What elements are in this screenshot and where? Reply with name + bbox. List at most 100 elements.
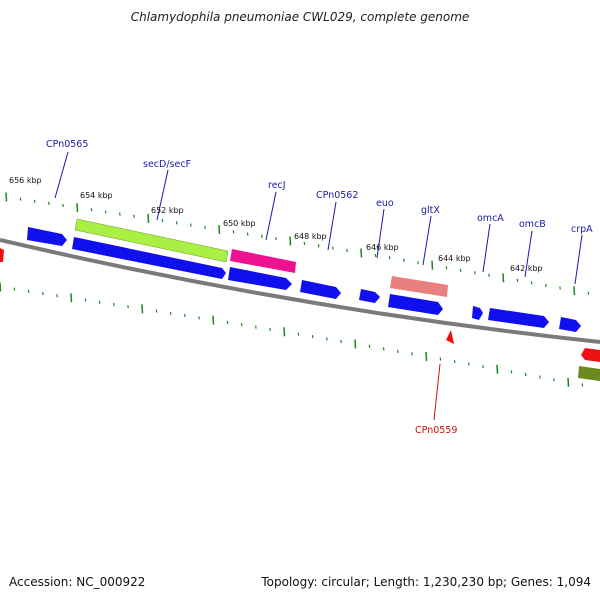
scale-tick-major xyxy=(360,248,363,258)
scale-label: 646 kbp xyxy=(366,243,399,252)
scale-tick xyxy=(388,256,391,260)
scale-tick-major xyxy=(76,203,79,213)
gene-label-euo: euo xyxy=(376,198,394,209)
scale-tick xyxy=(297,332,300,336)
scale-tick xyxy=(98,300,101,304)
scale-tick xyxy=(246,232,249,236)
gene-label-cpn0562: CPn0562 xyxy=(316,190,358,201)
gene-labels: CPn0565 secD/secF recJ CPn0562 euo gltX … xyxy=(46,139,593,436)
scale-tick xyxy=(559,286,561,290)
scale-tick xyxy=(133,214,135,218)
scale-tick xyxy=(104,210,107,214)
scale-tick xyxy=(488,273,490,277)
scale-ticks xyxy=(0,192,590,387)
scale-tick xyxy=(303,241,306,245)
scale-tick xyxy=(119,212,121,216)
callout-lines xyxy=(54,151,583,421)
scale-tick xyxy=(275,237,277,241)
scale-tick-major xyxy=(141,304,144,314)
scale-tick xyxy=(510,370,513,374)
scale-tick xyxy=(226,320,229,325)
scale-tick xyxy=(161,219,164,223)
scale-tick xyxy=(459,268,462,272)
scale-tick-major xyxy=(5,192,8,202)
scale-tick xyxy=(169,311,172,315)
scale-tick xyxy=(19,197,22,201)
accession-text: Accession: NC_000922 xyxy=(9,575,146,589)
scale-tick xyxy=(255,325,257,329)
genome-backbone xyxy=(0,238,600,344)
scale-label: 654 kbp xyxy=(80,191,113,200)
scale-tick-major xyxy=(147,213,150,223)
scale-tick xyxy=(204,225,206,229)
scale-tick xyxy=(346,248,348,253)
scale-tick xyxy=(113,302,115,307)
scale-tick xyxy=(240,323,243,327)
scale-label: 648 kbp xyxy=(294,232,327,241)
gene-feature xyxy=(72,237,226,279)
gene-label-gltx: gltX xyxy=(421,205,440,216)
gene-feature-cpn0559 xyxy=(446,330,454,344)
scale-tick xyxy=(184,313,186,318)
scale-tick-major xyxy=(212,315,215,325)
scale-tick xyxy=(326,337,328,341)
scale-label: 650 kbp xyxy=(223,219,256,228)
scale-labels: 656 kbp 654 kbp 652 kbp 650 kbp 648 kbp … xyxy=(9,176,543,273)
scale-tick xyxy=(439,357,442,361)
scale-tick xyxy=(368,344,371,348)
scale-tick xyxy=(190,223,192,227)
gene-feature xyxy=(359,289,380,303)
scale-tick xyxy=(524,372,527,377)
scale-tick xyxy=(27,289,30,293)
gene-label-crpa: crpA xyxy=(571,224,593,235)
scale-tick xyxy=(530,281,533,285)
map-title: Chlamydophila pneumoniae CWL029, complet… xyxy=(130,10,470,24)
scale-tick xyxy=(545,283,547,288)
gene-feature xyxy=(27,227,67,246)
scale-tick xyxy=(311,335,314,339)
scale-tick-major xyxy=(0,282,2,292)
scale-tick-major xyxy=(218,225,221,235)
scale-tick xyxy=(317,244,320,248)
scale-tick-major xyxy=(431,260,434,270)
scale-tick xyxy=(403,258,405,262)
scale-tick xyxy=(411,352,413,356)
scale-tick xyxy=(62,203,64,208)
scale-tick xyxy=(474,271,476,275)
scale-tick xyxy=(332,246,334,250)
scale-tick-major xyxy=(289,236,292,246)
scale-tick-major xyxy=(425,351,428,361)
gene-feature xyxy=(300,280,341,299)
gene-feature-crpa xyxy=(559,317,581,332)
scale-tick xyxy=(175,221,178,225)
scale-tick-major xyxy=(496,364,499,374)
scale-tick xyxy=(516,278,519,282)
scale-tick xyxy=(587,291,590,295)
scale-tick xyxy=(127,305,129,309)
scale-tick-major xyxy=(502,273,505,283)
gene-feature-recj xyxy=(230,249,296,273)
scale-tick xyxy=(340,339,342,344)
scale-label: 656 kbp xyxy=(9,176,42,185)
scale-tick-major xyxy=(354,339,357,349)
gene-feature-red-right xyxy=(581,348,600,362)
gene-feature-gltx xyxy=(390,276,448,297)
scale-tick-major xyxy=(573,286,576,296)
scale-tick xyxy=(581,383,584,387)
scale-tick xyxy=(269,327,271,332)
scale-tick xyxy=(261,234,263,238)
gene-feature xyxy=(388,294,443,315)
gene-feature xyxy=(228,267,292,290)
gene-feature-secd-secf xyxy=(74,218,229,263)
scale-tick xyxy=(417,261,419,265)
genome-summary-text: Topology: circular; Length: 1,230,230 bp… xyxy=(261,575,591,589)
gene-feature-red-left xyxy=(0,248,4,262)
gene-feature-omcb xyxy=(488,308,549,328)
scale-label: 644 kbp xyxy=(438,254,471,263)
gene-label-omcb: omcB xyxy=(519,219,546,230)
scale-tick xyxy=(56,294,58,298)
scale-tick-major xyxy=(567,377,570,387)
scale-tick xyxy=(374,253,377,257)
gene-label-recj: recJ xyxy=(268,180,286,191)
scale-tick xyxy=(539,375,541,379)
